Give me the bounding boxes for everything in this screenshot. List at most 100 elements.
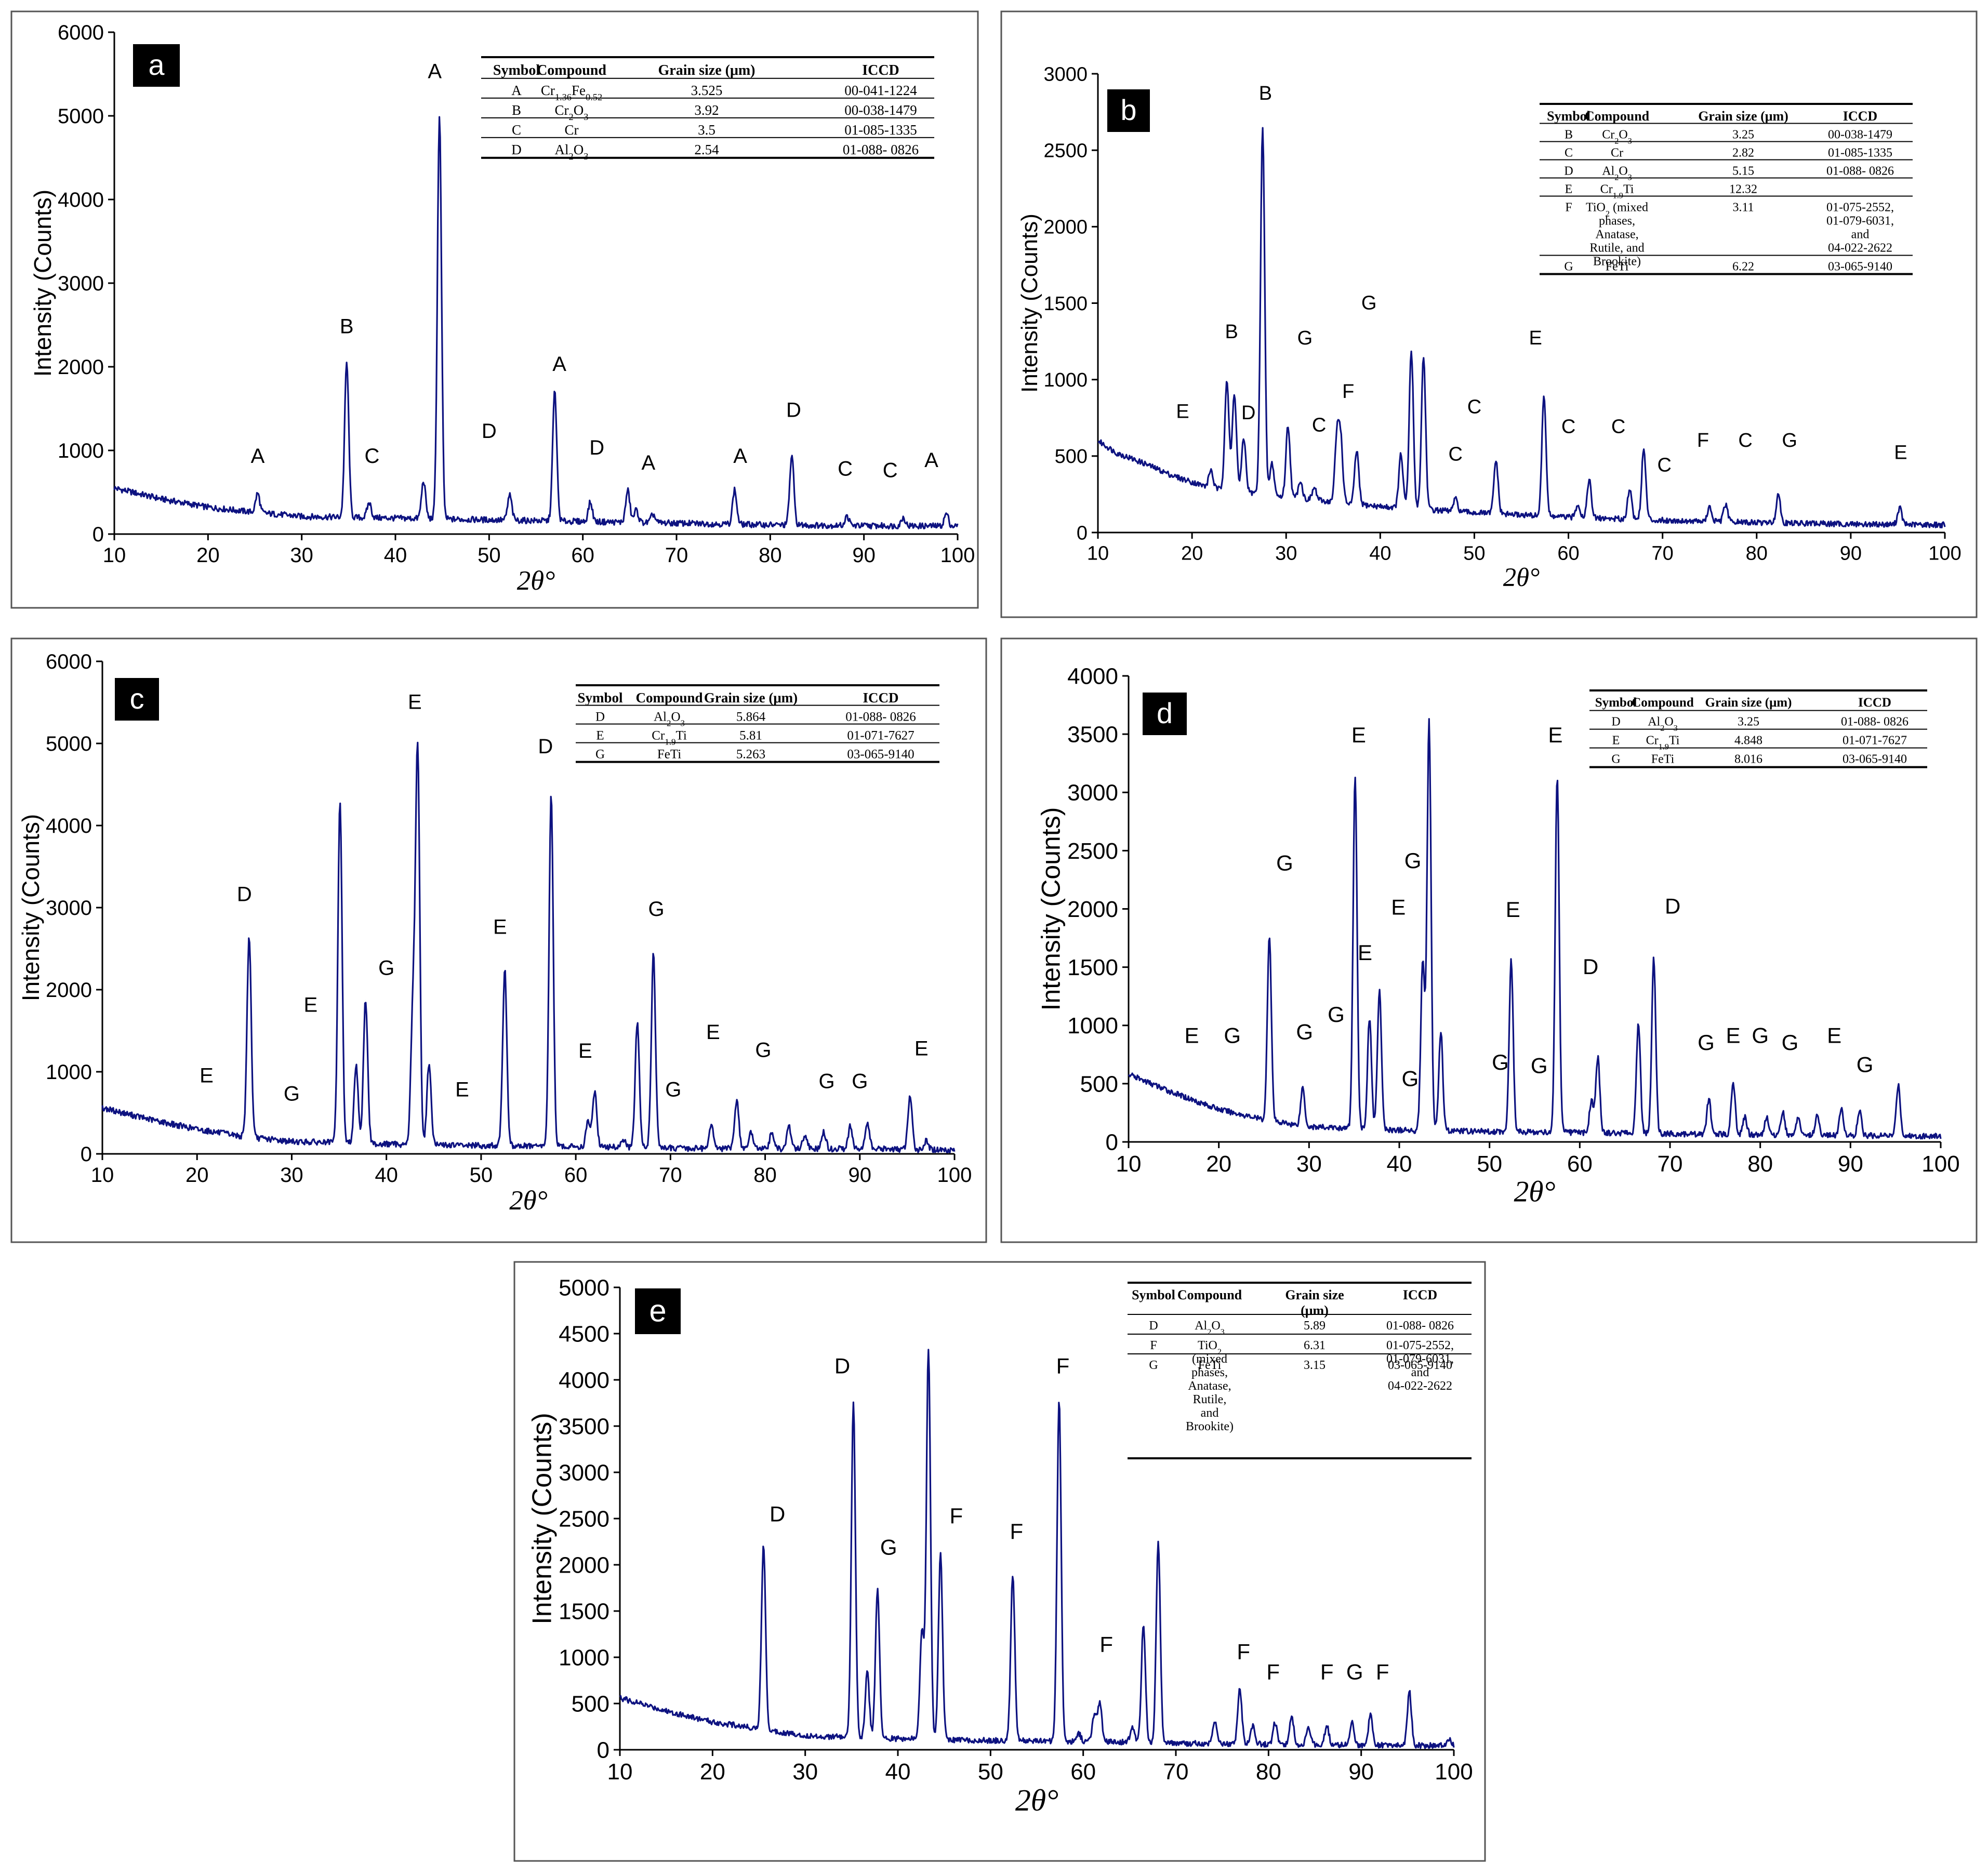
table-cell: 03-065-9140: [1843, 753, 1907, 766]
table-cell: B: [512, 102, 521, 118]
table-cell: 00-038-1479: [1828, 128, 1892, 142]
table-rule: [576, 761, 939, 763]
y-tick-label: 4000: [46, 815, 92, 837]
table-cell: 2.82: [1732, 147, 1754, 160]
panel-b: 0 500 1000 1500 2000 2500 3000 10 20 30 40 50 60 70 80…: [1000, 10, 1978, 618]
x-tick-label: 40: [1387, 1151, 1412, 1177]
y-tick-label: 6000: [58, 21, 104, 44]
table-header: (μm): [1301, 1303, 1329, 1318]
table-cell: and: [1411, 1366, 1429, 1379]
x-tick-label: 70: [1658, 1151, 1683, 1177]
x-tick-label: 70: [659, 1164, 682, 1187]
x-tick-label: 20: [700, 1759, 725, 1785]
phase-label: D: [770, 1501, 785, 1526]
x-tick-label: 40: [1369, 542, 1391, 564]
phase-label: A: [428, 60, 442, 83]
panel-badge-letter: e: [649, 1293, 666, 1328]
table-rule: [1540, 273, 1913, 275]
table-cell: 8.016: [1734, 753, 1762, 766]
table-rule: [576, 723, 939, 725]
table-cell: 01-088- 0826: [845, 710, 916, 724]
table-cell: Brookite): [1186, 1420, 1234, 1433]
x-axis-title: 2θ°: [517, 566, 555, 596]
x-tick-label: 80: [759, 544, 782, 567]
x-tick-label: 30: [1275, 542, 1297, 564]
x-tick-label: 40: [384, 544, 407, 567]
y-tick-label: 1000: [1043, 369, 1088, 391]
y-tick-label: 5000: [46, 733, 92, 755]
phase-label: E: [408, 691, 422, 714]
table-cell: Anatase,: [1188, 1379, 1231, 1393]
phase-label: C: [1467, 396, 1481, 418]
table-cell: 3.525: [691, 83, 723, 98]
x-tick-label: 100: [1928, 542, 1961, 564]
x-tick-label: 50: [478, 544, 501, 567]
phase-label: D: [589, 436, 604, 459]
phase-table: Symbol Compound Grain size(μm) ICCD D Al2O3 5.…: [1128, 1282, 1472, 1459]
x-tick-label: 80: [1256, 1759, 1281, 1785]
x-tick-label: 70: [1163, 1759, 1189, 1785]
phase-label: C: [1561, 416, 1575, 438]
phase-label: G: [378, 957, 394, 980]
table-cell: phases,: [1191, 1366, 1228, 1379]
table-cell: FeTi: [1651, 753, 1675, 766]
table-cell: 01-079-6031,: [1826, 215, 1894, 228]
x-axis-title: 2θ°: [1514, 1176, 1556, 1208]
table-header: ICCD: [1403, 1287, 1437, 1302]
y-axis-title: Intensity (Counts): [1037, 807, 1066, 1011]
y-tick-label: 2500: [559, 1506, 609, 1532]
y-tick-label: 3000: [46, 897, 92, 920]
y-tick-label: 2000: [1043, 217, 1088, 238]
phase-label: A: [552, 353, 566, 376]
table-rule: [1128, 1457, 1472, 1459]
x-tick-label: 40: [885, 1759, 911, 1785]
table-header: Symbol: [1132, 1287, 1175, 1302]
phase-label: F: [1237, 1640, 1250, 1664]
x-tick-label: 20: [185, 1164, 209, 1187]
phase-label: D: [237, 883, 252, 906]
table-cell: Rutile, and: [1589, 242, 1644, 255]
phase-label: E: [1529, 327, 1542, 349]
y-tick-label: 2500: [1043, 140, 1088, 162]
table-header: ICCD: [862, 62, 899, 78]
y-tick-label: 3000: [1067, 780, 1118, 806]
phase-label: D: [1241, 402, 1255, 424]
table-cell: 01-075-2552,: [1826, 201, 1894, 215]
x-tick-label: 70: [665, 544, 688, 567]
table-cell: 01-088- 0826: [1841, 715, 1909, 729]
table-rule: [1540, 159, 1913, 161]
table-cell: 12.32: [1729, 183, 1757, 196]
y-tick-label: 1500: [559, 1599, 609, 1624]
table-header: Compound: [1632, 696, 1694, 710]
phase-label: F: [950, 1504, 963, 1528]
table-cell: 01-071-7627: [847, 729, 914, 743]
x-tick-label: 60: [1070, 1759, 1096, 1785]
phase-label: E: [1185, 1023, 1199, 1047]
table-rule: [1540, 255, 1913, 256]
table-header: Symbol: [493, 62, 540, 78]
phase-label: G: [1297, 327, 1313, 349]
phase-label: F: [1010, 1519, 1023, 1544]
phase-label: G: [880, 1535, 897, 1559]
table-cell: G: [1149, 1359, 1158, 1372]
phase-label: D: [1583, 954, 1598, 979]
xrd-trace: [1128, 718, 1942, 1140]
table-cell: 01-079-6031,: [1386, 1352, 1454, 1366]
phase-label: A: [251, 445, 265, 468]
y-tick-label: 2500: [1067, 839, 1118, 864]
phase-label: C: [1611, 416, 1625, 438]
phase-label: G: [1224, 1023, 1241, 1047]
table-cell: 01-088- 0826: [1826, 165, 1894, 178]
x-tick-label: 50: [1477, 1151, 1502, 1177]
table-cell: F: [1565, 201, 1572, 215]
y-tick-label: 0: [1106, 1129, 1118, 1155]
table-cell: Brookite): [1593, 255, 1641, 269]
panel-badge-letter: a: [148, 49, 164, 81]
table-cell: FeTi: [1198, 1359, 1222, 1372]
phase-label: E: [1351, 723, 1366, 747]
y-tick-label: 500: [572, 1691, 609, 1717]
table-cell: E: [1612, 734, 1620, 748]
y-tick-label: 3000: [58, 272, 104, 295]
phase-label: G: [284, 1082, 300, 1105]
